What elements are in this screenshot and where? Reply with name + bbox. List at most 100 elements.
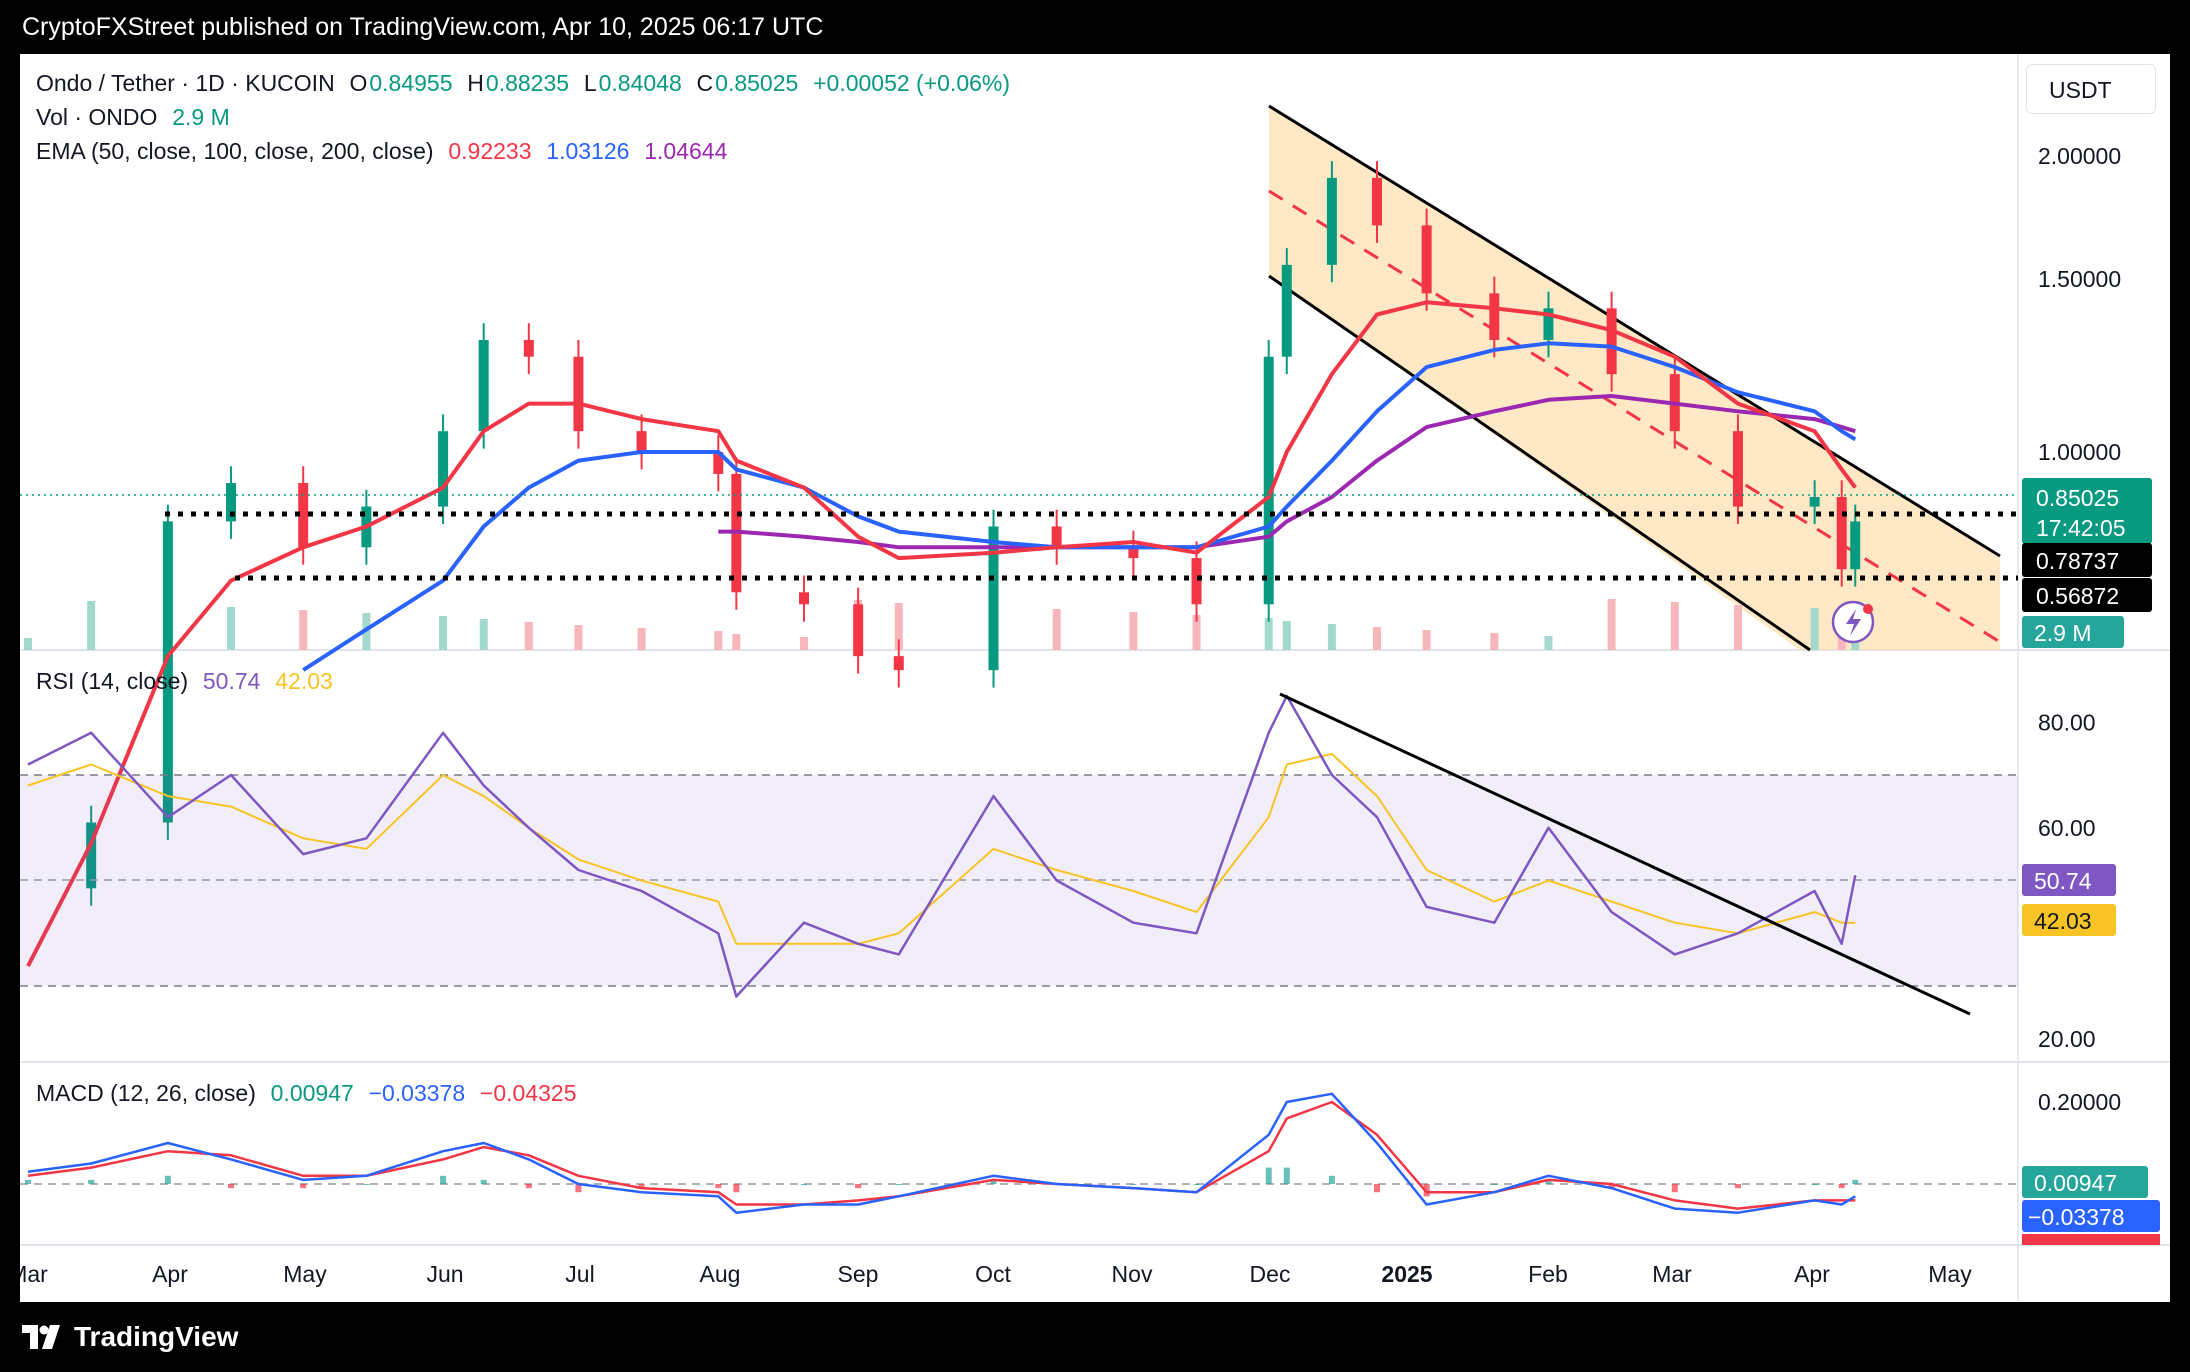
volume-bar [1264,618,1273,650]
macd-histogram-bar [855,1184,862,1189]
chart-canvas[interactable]: 2.00000 1.50000 1.00000 80.00 60.00 20.00 0.20… [20,54,2170,1302]
x-axis-tick: Dec [1250,1261,1291,1287]
symbol-pair[interactable]: Ondo / Tether · 1D · KUCOIN [36,70,335,96]
ema100-line [302,341,1857,672]
x-axis-tick: Oct [975,1261,1011,1287]
macd-histogram-bar [895,1184,902,1185]
volume-bar [1327,624,1336,650]
rsi-y-tick: 80.00 [2038,709,2096,735]
tradingview-logo[interactable]: TradingView [22,1321,238,1353]
macd-histogram-bar [440,1175,447,1184]
o-label: O [349,70,368,96]
volume-bar [479,619,488,650]
volume-tag-value: 2.9 M [2034,620,2092,646]
macd-histogram-bar [801,1184,808,1185]
hist-tag [2022,1234,2160,1245]
signal-value: −0.03378 [368,1080,466,1106]
candle-body [1421,225,1432,294]
ema-legend[interactable]: EMA (50, close, 100, close, 200, close) … [36,138,729,165]
volume-bar [1282,621,1291,650]
volume-bar [439,616,448,650]
macd-tag: 0.00947 [2022,1166,2148,1198]
candle-body [1836,496,1847,570]
chart-frame[interactable]: 2.00000 1.50000 1.00000 80.00 60.00 20.00 0.20… [20,54,2170,1302]
volume-bar [1607,599,1616,650]
candle-body [853,604,864,657]
macd-histogram-bar [1374,1184,1381,1193]
rsi-tag-value: 50.74 [2034,868,2092,894]
volume-legend[interactable]: Vol · ONDO 2.9 M [36,104,232,131]
candle-body [1606,308,1617,375]
channel-upper-line [1268,104,2001,558]
x-axis-tick: May [283,1261,327,1287]
candle-body [1732,431,1743,507]
volume-bar [732,634,741,650]
volume-bar [1052,609,1061,650]
footer-brand: TradingView [74,1321,239,1352]
rsi-legend[interactable]: RSI (14, close) 50.74 42.03 [36,668,335,695]
ema100-value: 1.03126 [546,138,630,164]
x-axis-ticks: Mar Apr May Jun Jul Aug Sep Oct Nov Dec 2025 Feb Mar… [20,1261,1972,1287]
publisher-text: CryptoFXStreet published on TradingView.… [22,13,824,41]
support2-tag: 0.56872 [2022,578,2152,612]
volume-bar [714,631,723,650]
candle-body [86,822,97,889]
volume-bar [1733,605,1742,650]
rsi-label: RSI (14, close) [36,668,189,694]
candle-body [893,656,904,671]
volume-bar [524,622,533,650]
macd-histogram-bar [88,1179,95,1184]
ema200-value: 1.04644 [644,138,728,164]
macd-tag-value: 0.00947 [2034,1170,2117,1196]
candle-body [1281,264,1292,357]
macd-histogram-bar [25,1179,31,1184]
candle-body [1263,356,1274,605]
macd-series [25,1092,1859,1214]
macd-y-tick: 0.20000 [2038,1089,2121,1115]
macd-histogram-bar [164,1175,171,1184]
macd-histogram-bar [1734,1184,1741,1189]
x-axis-tick: 2025 [1381,1261,1432,1287]
low-value: 0.84048 [598,70,682,96]
candle-body [438,431,449,507]
high-value: 0.88235 [485,70,570,96]
candle-body [713,452,724,474]
macd-histogram-bar [1423,1184,1430,1197]
macd-histogram-bar [1283,1167,1290,1184]
volume-value: 2.9 M [172,104,230,130]
volume-bar [1192,615,1201,650]
x-axis-tick: Nov [1112,1261,1153,1287]
volume-bar [637,628,646,650]
rsi-series [27,694,1857,998]
tradingview-logo-icon [22,1325,60,1349]
volume-bar [1129,612,1138,650]
volume-bar [1670,602,1679,650]
volume-bar [227,607,236,650]
candle-body [523,339,534,357]
rsi-y-tick: 60.00 [2038,815,2096,841]
change-value: +0.00052 (+0.06%) [813,70,1011,96]
macd-histogram-bar [525,1184,532,1189]
price-y-tick: 1.00000 [2038,439,2121,465]
volume-bar [894,603,903,650]
x-axis-tick: Jun [426,1261,463,1287]
price-y-tick: 2.00000 [2038,143,2121,169]
c-label: C [696,70,714,96]
rsi-tag: 50.74 [2022,864,2116,896]
macd-value: 0.00947 [270,1080,354,1106]
candle-body [573,356,584,432]
lightning-alert-icon[interactable] [1831,600,1875,644]
macd-histogram-bar [300,1184,307,1189]
candle-body [1809,496,1820,507]
ema200-line [718,394,1856,550]
rsi-y-tick: 20.00 [2038,1026,2096,1052]
signal-tag: −0.03378 [2022,1200,2160,1232]
macd-histogram-bar [1130,1184,1137,1185]
currency-unit-button[interactable]: USDT [2026,64,2156,114]
rsi-ma-tag-value: 42.03 [2034,908,2092,934]
candle-body [478,339,489,432]
macd-histogram-bar [1852,1179,1859,1184]
volume-bar [24,638,32,650]
macd-histogram-bar [733,1184,740,1193]
macd-legend[interactable]: MACD (12, 26, close) 0.00947 −0.03378 −0… [36,1080,579,1107]
